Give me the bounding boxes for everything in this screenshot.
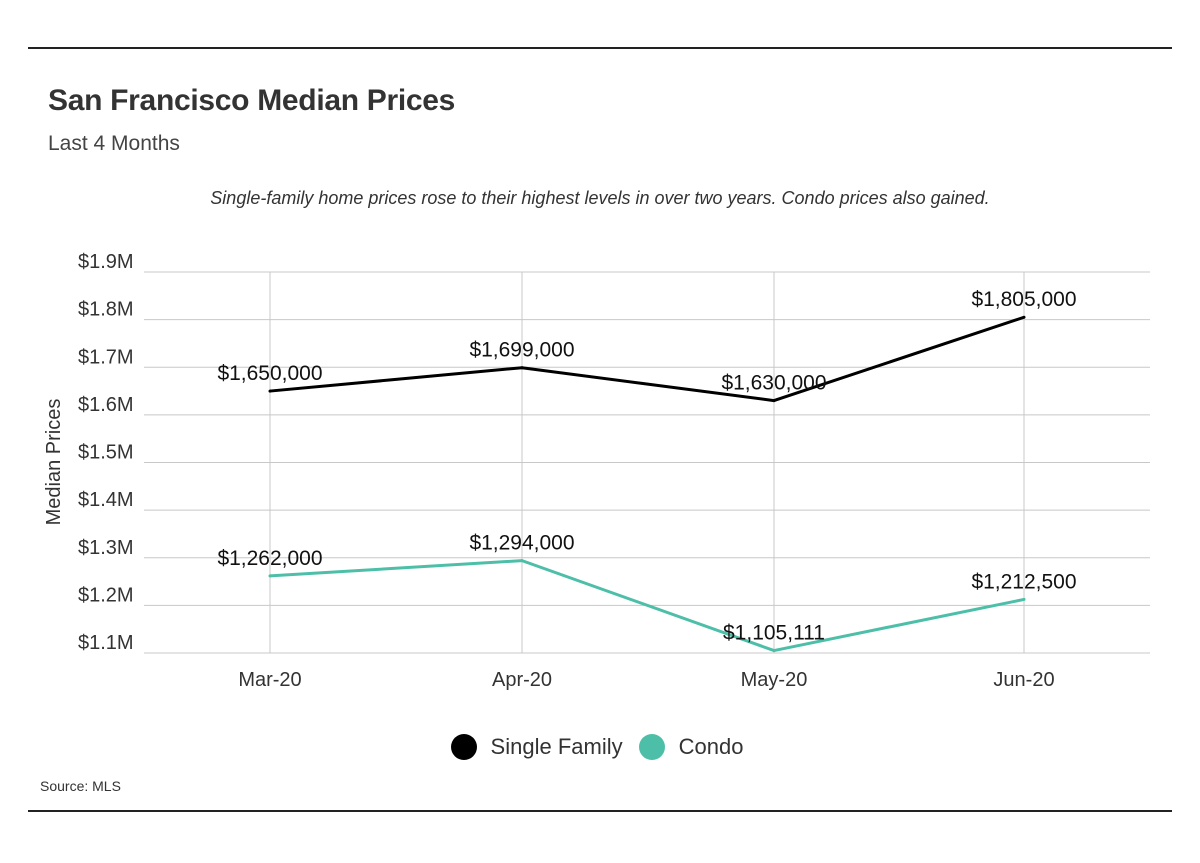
- chart-caption: Single-family home prices rose to their …: [210, 188, 990, 208]
- series-layer: [268, 315, 1026, 653]
- label-layer: $1,650,000 $1,699,000 $1,630,000 $1,805,000…: [217, 288, 1076, 644]
- y-tick-label: $1.4M: [78, 489, 134, 511]
- y-tick-label: $1.3M: [78, 537, 134, 559]
- data-label: $1,262,000: [217, 547, 322, 570]
- series-line-single-family: [269, 315, 1025, 403]
- x-tick-label: Mar-20: [238, 669, 301, 691]
- x-tick-label: Jun-20: [993, 669, 1054, 691]
- x-tick-label: May-20: [741, 669, 808, 691]
- legend-item-condo[interactable]: Condo: [638, 734, 744, 760]
- x-tick-label: Apr-20: [492, 669, 552, 691]
- data-label: $1,630,000: [721, 372, 826, 395]
- legend-label-single-family: Single Family: [490, 734, 623, 759]
- data-label: $1,105,111: [723, 622, 825, 645]
- data-label: $1,212,500: [971, 570, 1076, 593]
- data-label: $1,294,000: [469, 532, 574, 555]
- data-point: [772, 649, 776, 653]
- grid-layer: [144, 271, 1150, 654]
- y-tick-label: $1.1M: [78, 632, 134, 654]
- data-label: $1,650,000: [217, 362, 322, 385]
- legend: Single Family Condo: [0, 734, 1200, 760]
- series-line-condo: [269, 559, 1025, 653]
- chart-subtitle: Last 4 Months: [48, 132, 180, 155]
- axis-layer: $1.1M $1.2M $1.3M $1.4M $1.5M $1.6M $1.7M $1.8M…: [43, 251, 1055, 691]
- y-tick-label: $1.6M: [78, 394, 134, 416]
- top-rule: [28, 47, 1172, 49]
- y-axis-label: Median Prices: [43, 399, 65, 526]
- legend-item-single-family[interactable]: Single Family: [450, 734, 623, 760]
- data-label: $1,699,000: [469, 339, 574, 362]
- y-tick-label: $1.7M: [78, 346, 134, 368]
- data-point: [520, 559, 524, 563]
- legend-swatch-condo: [638, 734, 665, 760]
- y-tick-label: $1.5M: [78, 442, 134, 464]
- data-point: [268, 574, 272, 578]
- y-tick-label: $1.2M: [78, 584, 134, 606]
- source-note: Source: MLS: [40, 778, 121, 794]
- y-tick-label: $1.8M: [78, 299, 134, 321]
- bottom-rule: [28, 810, 1172, 812]
- data-label: $1,805,000: [971, 288, 1076, 311]
- chart-title: San Francisco Median Prices: [48, 84, 456, 117]
- data-point: [772, 399, 776, 403]
- data-point: [1022, 597, 1026, 601]
- data-point: [268, 389, 272, 393]
- legend-label-condo: Condo: [678, 734, 744, 759]
- data-point: [520, 366, 524, 370]
- legend-swatch-single-family: [450, 734, 477, 760]
- data-point: [1022, 315, 1026, 319]
- y-tick-label: $1.9M: [78, 251, 134, 273]
